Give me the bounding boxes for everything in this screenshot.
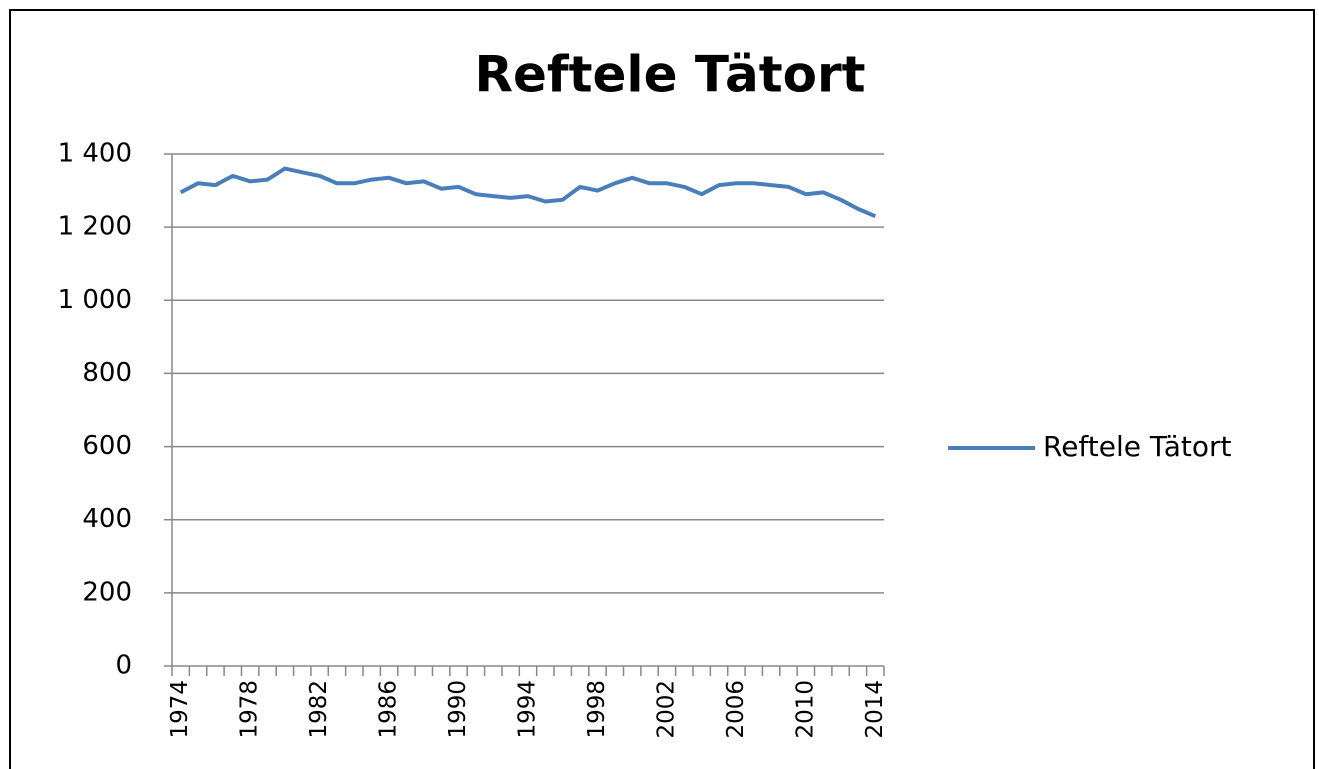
y-tick-label: 200	[82, 577, 132, 607]
y-tick-label: 1 400	[58, 139, 132, 169]
y-tick-label: 400	[82, 504, 132, 534]
x-tick-label: 1998	[584, 680, 610, 739]
y-tick-label: 0	[115, 651, 132, 681]
x-tick-label: 2006	[723, 680, 749, 739]
x-tick-label: 1978	[237, 680, 263, 739]
x-tick-label: 1986	[376, 680, 402, 739]
x-tick-label: 1974	[167, 680, 193, 739]
chart-frame	[9, 9, 1315, 769]
x-tick-label: 1982	[306, 680, 332, 739]
y-tick-label: 800	[82, 358, 132, 388]
x-tick-label: 1994	[515, 680, 541, 739]
x-tick-label: 2010	[792, 680, 818, 739]
legend-label: Reftele Tätort	[1043, 430, 1232, 463]
y-tick-label: 600	[82, 431, 132, 461]
line-series	[179, 166, 877, 219]
x-tick-label: 2002	[653, 680, 679, 739]
y-tick-label: 1 200	[58, 212, 132, 242]
x-tick-label: 1990	[445, 680, 471, 739]
chart-title: Reftele Tätort	[474, 46, 865, 104]
y-tick-label: 1 000	[58, 285, 132, 315]
x-tick-label: 2014	[862, 680, 888, 739]
